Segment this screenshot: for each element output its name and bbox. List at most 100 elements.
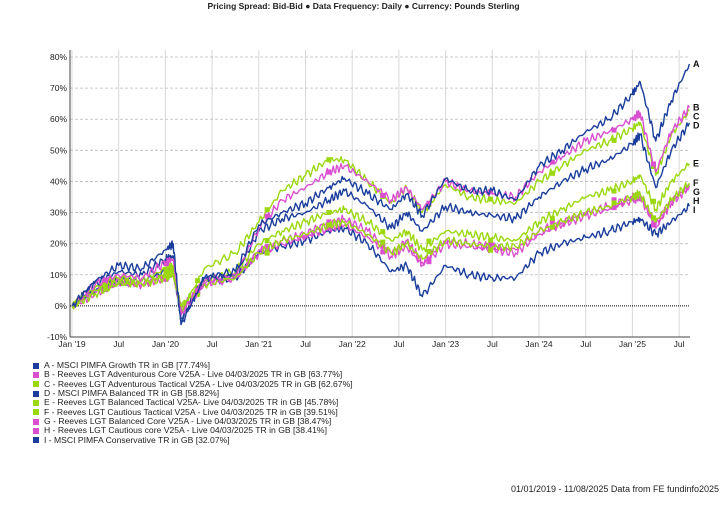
series-marker-g <box>488 241 494 247</box>
legend-item: B - Reeves LGT Adventurous Core V25A - L… <box>33 369 353 379</box>
legend-label: C - Reeves LGT Adventurous Tactical V25A… <box>44 378 353 389</box>
legend-item: I - MSCI PIMFA Conservative TR in GB [32… <box>33 434 353 445</box>
x-tick-label: Jul <box>300 339 311 349</box>
legend-label: H - Reeves LGT Cautious core V25A - Live… <box>44 425 327 436</box>
series-marker-f <box>195 291 201 297</box>
series-marker-c <box>488 196 494 202</box>
series-marker-b <box>102 277 108 283</box>
x-tick-label: Jan '22 <box>339 339 366 349</box>
x-tick-label: Jan '25 <box>619 339 646 349</box>
series-marker-h <box>611 205 617 211</box>
series-marker-e <box>102 286 108 292</box>
series-marker-h <box>488 244 494 250</box>
series-marker-g <box>380 243 386 249</box>
series-marker-g <box>426 257 432 263</box>
series-end-label: E <box>693 158 699 168</box>
series-marker-c <box>611 137 617 143</box>
series-marker-f <box>488 247 494 253</box>
series-marker-c <box>651 163 657 169</box>
series-marker-c <box>326 157 332 163</box>
series-marker-h <box>163 276 169 282</box>
x-tick-label: Jan '21 <box>245 339 272 349</box>
y-tick-label: 20% <box>50 239 67 249</box>
footer-date-range: 01/01/2019 - 11/08/2025 Data from FE fun… <box>511 484 719 494</box>
legend-swatch <box>33 362 39 369</box>
x-tick-label: Jan '20 <box>152 339 179 349</box>
x-tick-label: Jul <box>674 339 685 349</box>
y-tick-label: 10% <box>50 270 67 280</box>
series-marker-f <box>264 250 270 256</box>
legend-swatch <box>33 428 39 435</box>
x-tick-label: Jul <box>113 339 124 349</box>
series-marker-b <box>163 261 169 267</box>
legend-item: H - Reeves LGT Cautious core V25A - Live… <box>33 426 353 435</box>
series-line-d <box>71 122 691 323</box>
legend-label: F - Reeves LGT Cautious Tactical V25A - … <box>44 406 338 417</box>
legend-swatch <box>33 418 39 425</box>
series-line-a <box>71 63 691 326</box>
x-tick-label: Jul <box>207 339 218 349</box>
series-marker-f <box>549 224 555 230</box>
series-marker-g <box>651 222 657 228</box>
series-marker-b <box>549 159 555 165</box>
y-tick-label: -10% <box>47 332 67 342</box>
series-end-label: A <box>693 59 700 69</box>
series-marker-e <box>426 238 432 244</box>
series-marker-h <box>326 225 332 231</box>
legend: A - MSCI PIMFA Growth TR in GB [77.74%] B… <box>33 360 353 445</box>
series-marker-h <box>380 249 386 255</box>
y-tick-label: 0% <box>55 301 68 311</box>
legend-label: D - MSCI PIMFA Balanced TR in GB [58.82%… <box>44 388 220 399</box>
series-marker-g <box>264 244 270 250</box>
legend-label: I - MSCI PIMFA Conservative TR in GB [32… <box>44 434 230 445</box>
y-tick-label: 60% <box>50 114 67 124</box>
series-end-label: F <box>693 178 699 188</box>
series-marker-f <box>611 200 617 206</box>
legend-label: A - MSCI PIMFA Growth TR in GB [77.74%] <box>44 360 211 370</box>
series-marker-f <box>380 239 386 245</box>
series-marker-b <box>488 189 494 195</box>
series-marker-e <box>380 229 386 235</box>
series-end-label: D <box>693 120 700 130</box>
series-marker-c <box>163 266 169 272</box>
series-marker-e <box>651 198 657 204</box>
series-marker-e <box>163 271 169 277</box>
series-marker-b <box>326 169 332 175</box>
series-end-label: B <box>693 102 700 112</box>
legend-item: D - MSCI PIMFA Balanced TR in GB [58.82%… <box>33 388 353 399</box>
legend-item: E - Reeves LGT Balanced Tactical V25A- L… <box>33 398 353 407</box>
series-marker-c <box>195 278 201 284</box>
legend-swatch <box>33 409 39 416</box>
series-marker-c <box>102 280 108 286</box>
y-tick-label: 70% <box>50 83 67 93</box>
series-line-g <box>71 185 691 313</box>
series-line-e <box>71 162 690 310</box>
legend-label: G - Reeves LGT Balanced Core V25A - Live… <box>44 416 332 427</box>
series-marker-b <box>195 287 201 293</box>
x-tick-label: Jan '19 <box>58 339 85 349</box>
series-marker-b <box>651 161 657 167</box>
x-tick-label: Jan '24 <box>525 339 552 349</box>
x-tick-label: Jul <box>487 339 498 349</box>
legend-swatch <box>33 372 39 379</box>
series-line-b <box>71 104 690 316</box>
series-end-label: C <box>693 111 700 121</box>
series-marker-b <box>264 213 270 219</box>
legend-swatch <box>33 381 39 388</box>
series-marker-e <box>264 237 270 243</box>
legend-swatch <box>33 400 39 407</box>
series-marker-b <box>380 192 386 198</box>
series-end-label: H <box>693 196 700 206</box>
chart-title: Pricing Spread: Bid-Bid ● Data Frequency… <box>207 1 520 11</box>
series-marker-f <box>426 249 432 255</box>
legend-swatch <box>33 390 39 397</box>
x-tick-label: Jan '23 <box>432 339 459 349</box>
y-tick-label: 80% <box>50 52 67 62</box>
series-marker-f <box>326 222 332 228</box>
series-marker-c <box>264 207 270 213</box>
x-tick-label: Jul <box>580 339 591 349</box>
legend-item: G - Reeves LGT Balanced Core V25A - Live… <box>33 416 353 427</box>
y-tick-label: 40% <box>50 176 67 186</box>
series-marker-f <box>102 283 108 289</box>
